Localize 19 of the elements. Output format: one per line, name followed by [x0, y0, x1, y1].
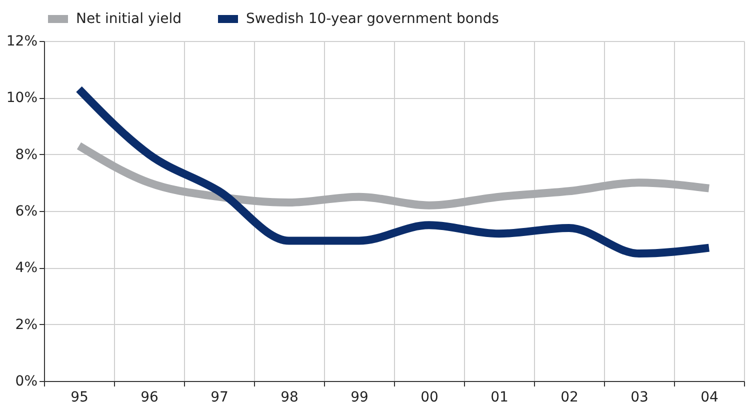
y-tick-label: 0%	[15, 374, 38, 390]
legend-label: Net initial yield	[76, 11, 182, 27]
x-tick-label: 03	[630, 390, 648, 406]
y-tick-label: 12%	[6, 34, 38, 50]
legend-label: Swedish 10-year government bonds	[246, 11, 499, 27]
x-tick-label: 97	[210, 390, 228, 406]
x-tick-label: 96	[140, 390, 158, 406]
y-tick-label: 4%	[15, 260, 38, 276]
x-tick-label: 00	[420, 390, 438, 406]
x-tick-label: 01	[490, 390, 508, 406]
y-tick-label: 2%	[15, 316, 38, 333]
x-tick-label: 04	[700, 390, 718, 406]
y-tick-label: 10%	[6, 90, 38, 106]
x-tick-label: 99	[350, 390, 368, 406]
y-tick-label: 8%	[15, 146, 38, 163]
x-tick-label: 95	[70, 390, 88, 406]
x-tick-label: 02	[560, 390, 578, 406]
x-tick-label: 98	[280, 390, 298, 406]
y-tick-label: 6%	[15, 204, 38, 220]
